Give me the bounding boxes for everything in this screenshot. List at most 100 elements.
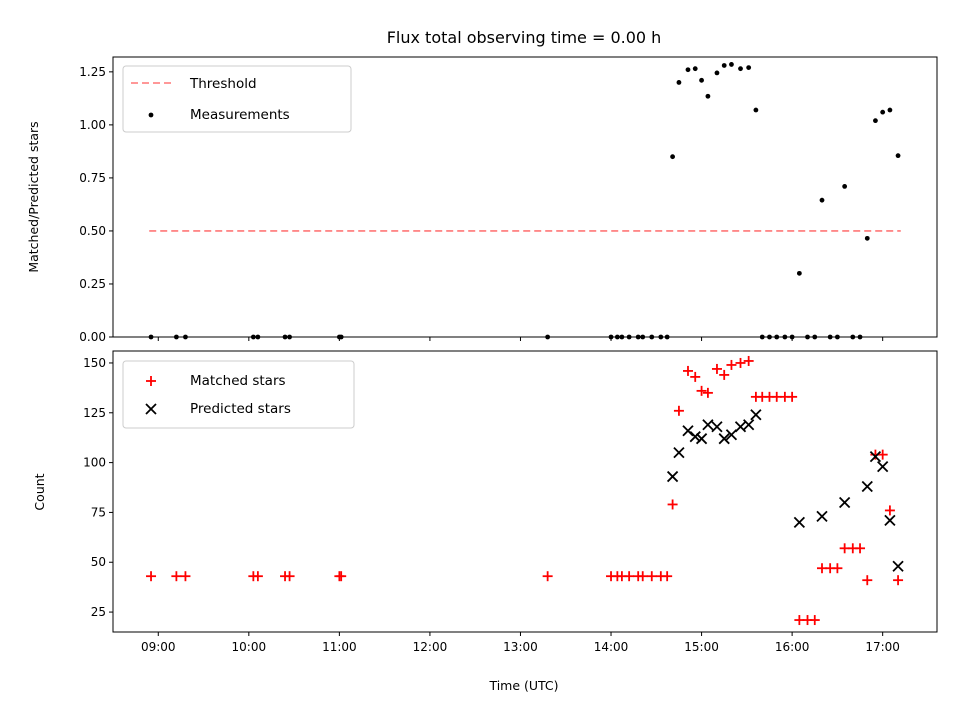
- measurement-point: [753, 107, 759, 113]
- bottom-axes-frame: [112, 350, 938, 633]
- predicted-star-point: [734, 421, 747, 433]
- predicted-star-point: [725, 429, 738, 441]
- matched-star-point: [893, 575, 904, 586]
- top-x-ticks: [157, 337, 884, 341]
- measurement-point: [880, 109, 886, 115]
- measurement-point: [699, 77, 704, 83]
- matched-star-point: [884, 505, 895, 516]
- measurement-point: [895, 153, 901, 159]
- matched-star-point: [735, 357, 746, 368]
- measurement-point: [842, 183, 848, 189]
- predicted-star-point: [793, 516, 806, 529]
- top-y-tick-label: 0.75: [79, 171, 106, 185]
- measurement-point: [714, 70, 720, 76]
- matched-star-point: [667, 499, 678, 510]
- bottom-y-tick-label: 150: [83, 356, 106, 370]
- top-axes-frame: [112, 56, 938, 338]
- measurement-point: [738, 66, 743, 72]
- matched-star-point: [180, 571, 191, 582]
- predicted-star-point: [695, 433, 708, 445]
- bottom-panel: 25 50 75 100 125 150 09:00 10:00 11:00 12:00 13:0…: [32, 350, 938, 693]
- predicted-star-point: [877, 460, 889, 473]
- measurement-point: [692, 66, 698, 72]
- bottom-x-axis: 09:00 10:00 11:00 12:00 13:00 14:00 15:00 16:00…: [141, 632, 900, 654]
- predicted-star-point: [743, 419, 755, 431]
- matched-star-point: [702, 387, 713, 398]
- predicted-star-point: [816, 510, 828, 523]
- bottom-x-tick-label: 09:00: [141, 640, 176, 654]
- matched-star-point: [171, 571, 182, 582]
- matched-star-point: [719, 369, 730, 380]
- figure-title: Flux total observing time = 0.00 h: [387, 28, 662, 47]
- bottom-y-tick-label: 100: [83, 456, 106, 470]
- bottom-plot-area: [146, 355, 904, 626]
- measurement-point: [705, 93, 711, 99]
- bottom-y-tick-label: 50: [91, 555, 106, 569]
- measurement-point: [729, 62, 734, 67]
- bottom-x-tick-label: 14:00: [594, 640, 629, 654]
- matched-star-point: [690, 371, 701, 382]
- predicted-star-point: [861, 480, 873, 493]
- predicted-star-point: [711, 421, 723, 433]
- top-y-tick-label: 1.00: [79, 118, 106, 132]
- predicted-star-point: [689, 431, 701, 443]
- measurement-point: [670, 154, 675, 160]
- predicted-star-point: [839, 496, 851, 509]
- bottom-x-tick-label: 17:00: [865, 640, 900, 654]
- matched-star-point: [862, 575, 873, 586]
- top-y-tick-label: 0.25: [79, 277, 106, 291]
- top-y-axis: 0.00 0.25 0.50 0.75 1.00 1.25: [79, 65, 113, 344]
- bottom-y-axis-label: Count: [32, 473, 47, 510]
- matched-star-point: [146, 571, 157, 582]
- bottom-y-axis: 25 50 75 100 125 150: [83, 356, 113, 619]
- bottom-y-tick-label: 25: [91, 605, 106, 619]
- matched-star-point: [673, 405, 684, 416]
- matched-star-point: [336, 571, 347, 582]
- matched-star-point: [637, 571, 648, 582]
- measurement-point: [676, 80, 682, 85]
- bottom-x-tick-label: 16:00: [775, 640, 810, 654]
- top-y-tick-label: 1.25: [79, 65, 106, 79]
- top-y-axis-label: Matched/Predicted stars: [26, 121, 41, 272]
- matched-star-point: [743, 355, 754, 366]
- matched-star-point: [711, 363, 722, 374]
- matched-star-point: [787, 391, 798, 402]
- matched-star-point: [832, 563, 843, 574]
- matched-star-point: [726, 359, 737, 370]
- predicted-star-point: [673, 447, 685, 459]
- measurement-point: [721, 63, 727, 68]
- predicted-star-point: [892, 560, 904, 572]
- matched-star-point: [696, 385, 707, 396]
- predicted-star-point: [702, 419, 714, 431]
- bottom-x-tick-label: 13:00: [503, 640, 538, 654]
- matched-star-point: [682, 365, 693, 376]
- matched-star-point: [662, 571, 673, 582]
- top-legend: Threshold Measurements: [122, 65, 352, 133]
- bottom-x-tick-label: 11:00: [322, 640, 357, 654]
- top-y-tick-label: 0.00: [79, 330, 106, 344]
- bottom-x-tick-label: 15:00: [684, 640, 719, 654]
- matched-star-point: [809, 615, 820, 626]
- bottom-legend: Matched stars Predicted stars: [122, 360, 355, 429]
- matched-star-point: [284, 571, 295, 582]
- bottom-x-tick-label: 10:00: [232, 640, 267, 654]
- measurement-point: [685, 67, 691, 73]
- legend-threshold-label: Threshold: [189, 76, 257, 92]
- matched-star-point: [646, 571, 657, 582]
- predicted-star-point: [884, 514, 896, 527]
- x-axis-label: Time (UTC): [488, 678, 558, 693]
- legend-predicted-swatch: [145, 403, 157, 415]
- legend-measurements-swatch: [148, 112, 154, 118]
- predicted-star-point: [718, 433, 730, 445]
- bottom-y-tick-label: 75: [91, 505, 106, 519]
- measurement-point: [887, 107, 893, 113]
- legend-measurements-label: Measurements: [190, 107, 290, 123]
- predicted-star-point: [869, 450, 882, 463]
- bottom-legend-box: [122, 360, 355, 429]
- measurement-point: [796, 270, 802, 276]
- measurement-point: [746, 65, 752, 71]
- measurement-point: [864, 235, 870, 241]
- matched-star-point: [624, 571, 635, 582]
- bottom-y-tick-label: 125: [83, 406, 106, 420]
